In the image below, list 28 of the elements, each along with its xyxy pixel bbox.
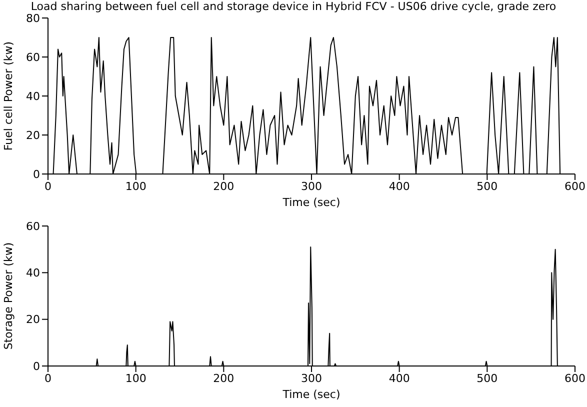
x-tick-label: 600 bbox=[564, 180, 586, 193]
y-tick-label: 0 bbox=[33, 360, 40, 373]
y-tick-label: 40 bbox=[26, 90, 40, 103]
x-tick-label: 200 bbox=[213, 180, 234, 193]
y-tick-label: 60 bbox=[26, 220, 40, 233]
x-tick-label: 100 bbox=[125, 372, 146, 385]
x-tick-label: 300 bbox=[301, 180, 322, 193]
x-tick-label: 0 bbox=[44, 372, 52, 385]
y-tick-label: 0 bbox=[33, 168, 40, 181]
x-tick-label: 300 bbox=[301, 372, 322, 385]
y-tick-label: 40 bbox=[26, 266, 40, 280]
y-tick-label: 60 bbox=[26, 50, 40, 64]
x-tick-label: 0 bbox=[44, 180, 52, 193]
x-axis-title: Time (sec) bbox=[282, 388, 340, 401]
x-axis-title: Time (sec) bbox=[282, 196, 340, 209]
chart-title: Load sharing between fuel cell and storage device in Hybrid FCV - US06 drive cycle, grade zero bbox=[30, 0, 558, 14]
y-axis-title: Storage Power (kw) bbox=[2, 242, 15, 350]
y-tick-label: 80 bbox=[26, 12, 40, 25]
x-tick-label: 500 bbox=[476, 372, 498, 385]
y-tick-label: 20 bbox=[26, 128, 40, 142]
x-tick-label: 400 bbox=[388, 180, 410, 193]
x-tick-label: 200 bbox=[213, 372, 234, 385]
x-tick-label: 400 bbox=[388, 372, 410, 385]
y-tick-label: 20 bbox=[26, 313, 40, 326]
y-axis-title: Fuel cell Power (kw) bbox=[2, 41, 15, 151]
x-tick-label: 500 bbox=[476, 180, 498, 193]
x-tick-label: 100 bbox=[125, 180, 146, 193]
x-tick-label: 600 bbox=[564, 372, 586, 385]
